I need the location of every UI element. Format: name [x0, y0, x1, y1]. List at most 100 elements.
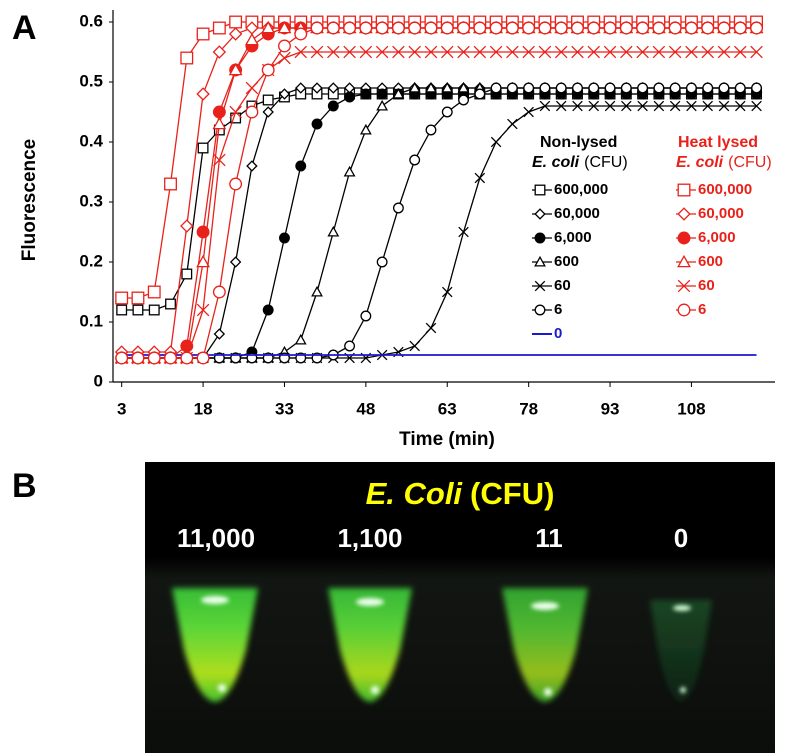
marker-x-stroke [669, 100, 681, 112]
marker-square [197, 142, 209, 154]
marker-x-stroke [375, 45, 389, 59]
marker-circle [245, 105, 259, 119]
marker-circle [588, 82, 600, 94]
marker-circle [554, 21, 568, 35]
panel-label: A [12, 9, 37, 47]
marker-diamond [228, 27, 243, 41]
y-tick-label: 0.2 [79, 251, 103, 270]
marker-filled-circle [279, 232, 290, 244]
marker-x [587, 45, 601, 59]
marker-x-stroke [534, 280, 546, 292]
marker-triangle [343, 165, 356, 177]
legend-marker [534, 280, 546, 292]
marker-triangle [457, 81, 470, 93]
marker-triangle [327, 225, 340, 237]
marker-x-stroke [425, 322, 437, 334]
marker-triangle [359, 123, 372, 135]
marker-filled-circle [376, 88, 388, 100]
tubes [172, 588, 712, 702]
legend-marker [677, 207, 691, 221]
marker-x [213, 153, 226, 167]
marker-circle [619, 21, 633, 35]
marker-x-stroke [327, 45, 340, 59]
marker-circle [489, 21, 503, 35]
y-axis-label: Fluorescence [19, 139, 40, 262]
marker-circle [668, 21, 682, 35]
marker-x-stroke [587, 45, 601, 59]
marker-circle [115, 351, 129, 365]
marker-x-stroke [490, 136, 502, 148]
series-line [121, 27, 757, 359]
marker-square [181, 268, 193, 280]
marker-square [262, 94, 274, 106]
marker-x [751, 100, 762, 112]
marker-x [523, 106, 534, 118]
marker-circle [180, 351, 194, 365]
legend-marker [677, 183, 691, 197]
x-tick-label: 18 [194, 399, 213, 418]
marker-x-stroke [668, 45, 682, 59]
marker-x [392, 45, 405, 59]
marker-x [327, 45, 340, 59]
marker-x [620, 45, 633, 59]
marker-x-stroke [734, 45, 747, 59]
legend-label: 60 [698, 277, 715, 294]
marker-filled-circle [327, 100, 339, 112]
marker-triangle [196, 254, 210, 268]
marker-circle [572, 82, 583, 94]
marker-circle [440, 21, 454, 35]
marker-x [734, 45, 747, 59]
legend-subtitle-unit: (CFU) [584, 154, 628, 171]
marker-x [343, 45, 356, 59]
photo-title-italic: E. Coli [366, 476, 464, 511]
tube [650, 600, 712, 702]
marker-diamond [311, 82, 323, 94]
marker-x [653, 100, 665, 112]
x-axis-label: Time (min) [399, 429, 495, 450]
marker-diamond [262, 106, 274, 118]
y-tick-label: 0 [94, 371, 103, 390]
marker-x-stroke [653, 100, 665, 112]
legend-subtitle-italic: E. coli [676, 154, 724, 171]
marker-circle [164, 351, 177, 365]
marker-circle [376, 256, 388, 268]
y-tick-label: 0.5 [79, 71, 103, 90]
chart: 0 0.1 0.2 0.3 0.4 0.5 0.6 3 18 33 48 63 78 93 108 Time … [19, 10, 775, 450]
marker-x [229, 105, 242, 119]
marker-x-stroke [685, 45, 698, 59]
marker-square [229, 15, 243, 29]
marker-circle [702, 82, 714, 94]
marker-filled-circle [311, 118, 323, 130]
marker-circle [587, 21, 601, 35]
marker-x-stroke [620, 45, 633, 59]
marker-circle [425, 124, 437, 136]
marker-circle [637, 82, 649, 94]
marker-x-stroke [458, 226, 469, 238]
marker-x [652, 45, 666, 59]
marker-circle [408, 21, 422, 35]
marker-triangle [441, 81, 454, 93]
marker-diamond [212, 45, 227, 59]
y-tick-label: 0.6 [79, 11, 103, 30]
legend-marker [677, 231, 691, 245]
marker-circle [539, 82, 551, 94]
tube-label: 11,000 [177, 523, 255, 553]
marker-circle [669, 82, 681, 94]
marker-circle [652, 21, 666, 35]
marker-x-stroke [489, 45, 503, 59]
marker-circle [522, 21, 536, 35]
marker-x [507, 118, 518, 130]
marker-x [424, 45, 438, 59]
marker-square [196, 27, 210, 41]
marker-square [115, 291, 129, 305]
legend-marker [677, 254, 691, 268]
marker-x-stroke [359, 45, 373, 59]
marker-x [718, 100, 730, 112]
marker-x [278, 51, 291, 65]
marker-x-stroke [604, 100, 616, 112]
marker-x-stroke [408, 45, 421, 59]
marker-x-stroke [652, 45, 666, 59]
marker-triangle [261, 20, 276, 34]
marker-x [310, 45, 324, 59]
marker-x [717, 45, 731, 59]
